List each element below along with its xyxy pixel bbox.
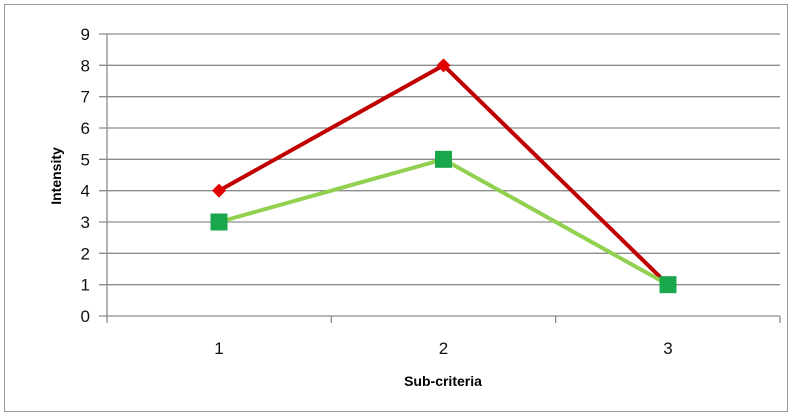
x-tick-labels: 1 2 3 xyxy=(214,339,672,358)
y-tick-label-3: 3 xyxy=(81,213,90,232)
series-2-point-3 xyxy=(659,276,677,294)
y-tick-label-4: 4 xyxy=(81,182,90,201)
y-tick-label-7: 7 xyxy=(81,88,90,107)
series-2-point-2 xyxy=(435,150,452,168)
y-tick-label-2: 2 xyxy=(81,244,90,263)
series-lines xyxy=(210,58,677,294)
y-tick-label-6: 6 xyxy=(81,119,90,138)
gridlines xyxy=(99,33,781,323)
x-tick-label-2: 2 xyxy=(439,339,448,358)
y-tick-label-0: 0 xyxy=(81,307,90,326)
x-axis-title: Sub-criteria xyxy=(404,373,482,389)
y-tick-label-5: 5 xyxy=(81,150,90,169)
y-tick-label-1: 1 xyxy=(81,276,90,295)
x-tick-label-3: 3 xyxy=(663,339,672,358)
series-1-line xyxy=(217,63,670,287)
y-tick-label-9: 9 xyxy=(81,25,90,44)
y-axis-title: Intensity xyxy=(48,147,64,205)
x-tick-label-1: 1 xyxy=(214,339,223,358)
y-tick-label-8: 8 xyxy=(81,56,90,75)
y-tick-labels: 0 1 2 3 4 5 6 7 8 9 xyxy=(81,25,90,326)
series-2-point-1 xyxy=(210,213,228,231)
chart-frame xyxy=(4,4,788,412)
series-1-point-1 xyxy=(212,183,226,198)
series-1-point-2 xyxy=(436,58,451,73)
